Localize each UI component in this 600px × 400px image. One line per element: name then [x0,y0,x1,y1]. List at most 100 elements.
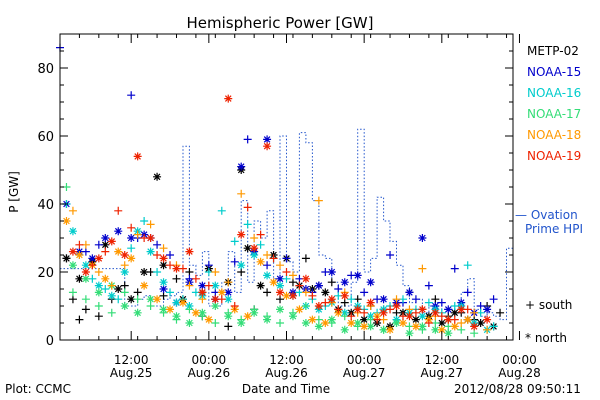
point-north-noaa-19 [276,288,285,297]
point-south-noaa-17 [120,288,129,297]
point-north-noaa-18 [321,319,330,327]
point-south-noaa-19 [334,305,343,314]
point-north-noaa-18 [308,315,317,324]
point-north-noaa-16 [276,281,285,290]
point-north-noaa-18 [398,319,407,327]
point-north-noaa-17 [418,322,427,331]
point-south-noaa-19 [101,247,110,256]
point-south-metp-02 [68,295,77,304]
point-north-noaa-17 [68,261,77,270]
point-north-noaa-19 [405,312,414,321]
point-north-noaa-19 [457,305,466,314]
point-south-noaa-17 [457,325,466,334]
point-south-metp-02 [301,254,310,263]
point-south-noaa-18 [107,281,116,290]
point-north-noaa-16 [68,227,77,236]
point-north-noaa-19 [107,237,116,246]
point-south-noaa-16 [114,295,123,304]
point-north-noaa-17 [379,325,388,334]
point-north-noaa-17 [444,329,453,338]
point-north-noaa-18 [437,325,446,334]
point-south-noaa-19 [386,305,395,314]
x-tick-date: Aug.27 [343,366,386,380]
point-south-metp-02 [288,278,297,287]
point-south-noaa-18 [120,261,129,270]
point-north-noaa-17 [237,319,246,327]
x-tick-time: 12:00 [269,353,304,367]
point-south-noaa-18 [68,206,77,215]
point-south-noaa-18 [133,230,142,239]
point-south-noaa-15 [94,240,103,249]
point-south-noaa-16 [166,288,175,297]
point-north-metp-02 [360,315,369,324]
point-south-noaa-16 [243,220,252,229]
point-north-noaa-19 [237,230,246,239]
point-north-noaa-15 [276,274,285,283]
point-north-noaa-17 [159,305,168,314]
point-north-noaa-17 [276,305,285,314]
point-north-noaa-16 [107,291,116,300]
point-north-noaa-16 [81,261,90,270]
point-south-noaa-16 [489,322,498,331]
point-north-noaa-17 [224,312,233,321]
point-north-noaa-17 [146,295,155,304]
point-south-metp-02 [263,288,272,297]
legend-north: * north [525,331,567,345]
point-south-noaa-16 [230,237,239,246]
point-south-metp-02 [276,295,285,304]
point-north-noaa-19 [159,254,168,263]
legend-item-noaa-15: NOAA-15 [527,65,581,79]
point-south-noaa-18 [237,189,246,198]
point-south-noaa-15 [153,240,162,249]
x-axis-label: Date and Time [242,382,330,396]
point-north-metp-02 [321,288,330,297]
point-south-noaa-19 [437,312,446,321]
point-south-noaa-18 [146,220,155,229]
point-north-noaa-16 [146,247,155,256]
point-south-noaa-16 [217,206,226,215]
point-south-metp-02 [224,322,233,331]
point-south-noaa-16 [153,268,162,276]
legend: METP-02 NOAA-15 NOAA-16 NOAA-17 NOAA-18 NOAA-… [527,44,581,163]
point-north-noaa-18 [62,217,71,225]
point-north-noaa-18 [191,308,200,317]
legend-south: + south [525,298,572,312]
point-north-noaa-17 [211,302,220,310]
point-south-noaa-19 [166,261,175,270]
point-north-noaa-15 [127,234,136,242]
point-north-noaa-16 [263,271,272,280]
point-south-noaa-18 [211,268,220,276]
point-south-noaa-17 [68,288,77,297]
point-south-noaa-19 [88,261,97,270]
point-north-noaa-17 [366,322,375,331]
point-north-noaa-18 [166,305,175,314]
point-north-noaa-16 [237,261,246,270]
point-south-noaa-19 [75,240,84,249]
point-south-noaa-16 [282,274,291,283]
point-south-noaa-15 [360,288,369,297]
point-south-noaa-16 [347,295,356,304]
point-north-noaa-17 [81,274,90,283]
point-south-noaa-18 [418,264,427,273]
point-south-noaa-15 [489,295,498,304]
point-south-noaa-18 [457,319,466,327]
point-north-noaa-18 [178,298,187,307]
point-north-noaa-16 [120,268,129,276]
point-north-metp-02 [450,308,459,317]
point-north-noaa-18 [114,247,123,256]
point-north-noaa-19 [94,254,103,263]
point-north-noaa-15 [101,234,110,242]
point-north-noaa-15 [327,268,336,276]
point-north-noaa-15 [353,271,362,280]
point-north-noaa-16 [172,298,181,307]
point-north-noaa-18 [282,291,291,300]
point-south-metp-02 [327,278,336,287]
point-north-noaa-15 [405,288,414,297]
y-axis-label: P [GW] [7,171,21,213]
point-north-noaa-18 [295,305,304,314]
point-north-noaa-19 [81,268,90,276]
point-north-noaa-18 [75,251,84,259]
point-north-noaa-19 [327,295,336,304]
point-south-noaa-16 [127,244,136,253]
point-north-noaa-15 [366,278,375,287]
